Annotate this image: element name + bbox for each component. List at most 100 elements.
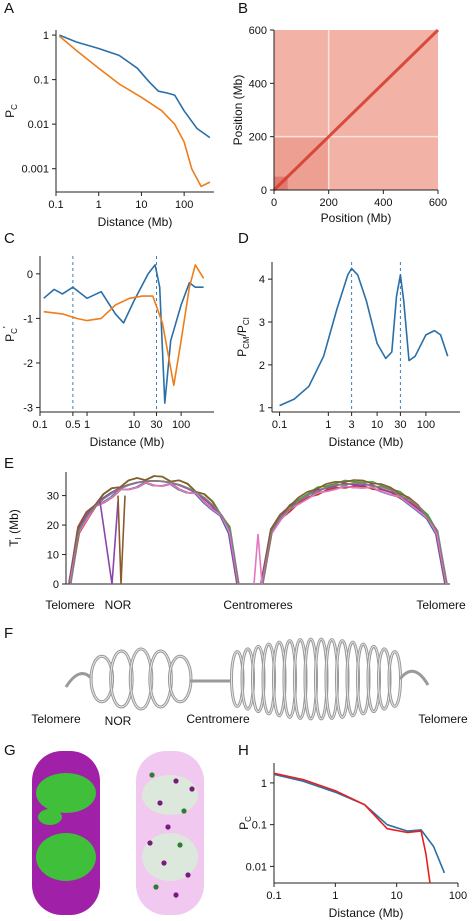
label-nor: NOR xyxy=(105,714,132,728)
trace-line xyxy=(70,481,240,585)
y-tick-label: -3 xyxy=(23,403,33,415)
trace-line xyxy=(260,482,447,585)
y-axis-label: PC xyxy=(237,816,253,830)
x-tick-label: 0.1 xyxy=(266,890,281,902)
x-tick-label: 1 xyxy=(332,890,338,902)
label-telomere-left: Telomere xyxy=(45,598,95,612)
x-tick-label: 400 xyxy=(374,197,392,209)
x-tick-label: 200 xyxy=(319,197,337,209)
particle xyxy=(181,808,187,814)
particle xyxy=(173,778,179,784)
particle xyxy=(165,824,171,830)
green-domain xyxy=(38,809,62,825)
x-tick-label: 0.1 xyxy=(32,419,47,431)
y-tick-label: -2 xyxy=(23,358,33,370)
panel-label-b: B xyxy=(238,0,249,17)
x-tick-label: 100 xyxy=(172,419,190,431)
y-axis-label: Position (Mb) xyxy=(232,75,245,146)
y-tick-label: 1 xyxy=(259,403,265,415)
y-axis-label: PC xyxy=(3,104,19,118)
particle xyxy=(185,872,191,878)
x-axis-label: Distance (Mb) xyxy=(329,435,404,449)
trace-line xyxy=(69,475,239,585)
label-centromeres: Centromeres xyxy=(223,598,292,612)
panel-label-a: A xyxy=(4,0,15,17)
y-tick-label: 20 xyxy=(47,520,59,532)
trace-line xyxy=(99,501,119,585)
panel-label-d: D xyxy=(238,230,249,247)
x-tick-label: 30 xyxy=(150,419,162,431)
x-tick-label: 10 xyxy=(391,890,403,902)
trace-line xyxy=(68,475,239,585)
y-tick-label: 4 xyxy=(259,274,265,286)
y-axis-label: TI (Mb) xyxy=(7,509,23,547)
particle xyxy=(157,800,163,806)
panel-label-c: C xyxy=(4,230,15,247)
coil-turn xyxy=(168,655,192,703)
x-axis-label: Distance (Mb) xyxy=(98,215,173,229)
tail-right xyxy=(398,669,430,686)
x-tick-label: 1 xyxy=(84,419,90,431)
y-tick-label: 1 xyxy=(261,778,267,790)
figure-f-chromosome-model: Telomere NOR Centromere Telomere xyxy=(31,637,468,728)
x-tick-label: 10 xyxy=(128,419,140,431)
trace-line xyxy=(117,495,126,585)
y-axis-label: PCM/PCI xyxy=(235,317,251,357)
particle xyxy=(177,842,183,848)
trace-line xyxy=(260,482,446,585)
trace-line xyxy=(70,479,240,585)
trace-line xyxy=(262,485,448,585)
y-tick-label: 0 xyxy=(261,185,267,197)
coil-turn xyxy=(129,648,153,710)
y-tick-label: 200 xyxy=(249,132,267,144)
y-tick-label: 0.01 xyxy=(28,119,49,131)
series-line-orange xyxy=(58,35,211,188)
x-tick-label: 0.1 xyxy=(48,199,63,211)
series-line-red xyxy=(273,772,431,884)
pale-green-domain xyxy=(142,833,198,881)
y-tick-label: 1 xyxy=(43,30,49,42)
coil-turn xyxy=(149,650,172,708)
x-tick-label: 1 xyxy=(325,419,331,431)
x-tick-label: 0.5 xyxy=(65,419,80,431)
trace-line xyxy=(68,481,238,585)
x-tick-label: 100 xyxy=(449,890,467,902)
heatmap-diagonal xyxy=(272,28,440,192)
y-tick-label: 0 xyxy=(27,269,33,281)
y-tick-label: 30 xyxy=(47,491,59,503)
x-tick-label: 10 xyxy=(135,199,147,211)
y-tick-label: 0.1 xyxy=(252,820,267,832)
trace-line xyxy=(253,533,263,585)
x-tick-label: 0.1 xyxy=(272,419,287,431)
series-line-blue xyxy=(43,264,204,404)
green-domain xyxy=(36,773,96,813)
y-tick-label: 0 xyxy=(53,579,59,591)
particle xyxy=(153,884,159,890)
chart-h: 0.1 1 10 100 1 0.1 0.01 Distance (Mb) PC xyxy=(237,763,467,920)
x-tick-label: 600 xyxy=(429,197,447,209)
x-tick-label: 1 xyxy=(96,199,102,211)
x-tick-label: 30 xyxy=(394,419,406,431)
y-tick-label: 400 xyxy=(249,78,267,90)
x-axis-label: Distance (Mb) xyxy=(90,435,165,449)
label-telomere-left: Telomere xyxy=(31,712,81,726)
label-telomere-right: Telomere xyxy=(416,598,466,612)
particle xyxy=(147,840,153,846)
panel-label-f: F xyxy=(4,625,14,642)
y-tick-label: 0.001 xyxy=(21,164,49,176)
y-tick-label: 600 xyxy=(249,25,267,37)
trace-line xyxy=(261,485,447,585)
panel-label-e: E xyxy=(4,455,15,472)
green-domain xyxy=(36,833,96,881)
chart-b-heatmap: 0 200 400 600 0 200 400 600 Position (Mb) Positio… xyxy=(232,25,447,225)
y-axis-label: PC' xyxy=(2,326,19,342)
chart-a: 0.1 1 10 100 1 0.1 0.01 0.001 Distance (Mb) PC xyxy=(3,30,214,229)
x-tick-label: 100 xyxy=(417,419,435,431)
trace-line xyxy=(262,482,448,585)
panel-label-h: H xyxy=(238,742,249,759)
x-tick-label: 100 xyxy=(175,199,193,211)
tail-left xyxy=(64,672,94,688)
particle xyxy=(189,786,195,792)
figure-g-simulations xyxy=(32,751,204,915)
y-tick-label: 0.01 xyxy=(246,861,267,873)
